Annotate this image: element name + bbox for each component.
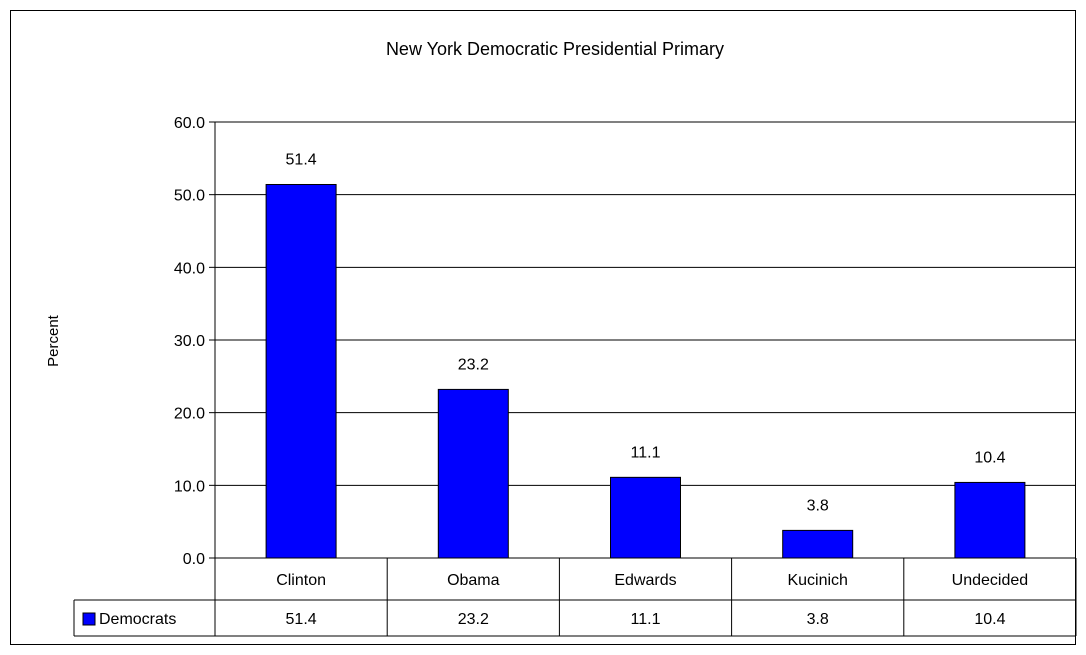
table-value: 51.4: [286, 611, 317, 628]
legend-key: [82, 612, 96, 626]
chart-title: New York Democratic Presidential Primary: [386, 39, 724, 59]
axes: [209, 121, 1076, 636]
gridlines: [215, 121, 1076, 486]
y-axis-label: Percent: [45, 314, 62, 367]
table-value: 3.8: [807, 611, 829, 628]
x-tick-label: Undecided: [952, 572, 1029, 589]
x-tick-label: Kucinich: [787, 572, 847, 589]
y-tick-label: 30.0: [174, 333, 205, 350]
data-labels: 51.4 23.2 11.1 3.8 10.4: [286, 151, 1006, 514]
y-tick-label: 10.0: [174, 478, 205, 495]
data-table: Clinton 51.4 Obama 23.2 Edwards 11.1 Kucinich 3…: [73, 558, 1077, 637]
bar-kucinich: [782, 529, 854, 559]
table-value: 23.2: [458, 611, 489, 628]
data-label: 3.8: [807, 497, 829, 514]
data-label: 11.1: [631, 444, 661, 461]
bar-edwards: [610, 476, 681, 559]
bar-undecided: [954, 481, 1026, 559]
chart-frame: [10, 10, 1076, 645]
bars: [265, 183, 1026, 559]
x-tick-label: Clinton: [276, 572, 326, 589]
y-tick-labels: 0.0 10.0 20.0 30.0 40.0 50.0 60.0: [174, 115, 205, 568]
table-value: 10.4: [974, 611, 1005, 628]
y-tick-label: 40.0: [174, 260, 205, 277]
x-tick-label: Obama: [447, 572, 500, 589]
y-tick-label: 50.0: [174, 188, 205, 205]
y-tick-label: 20.0: [174, 406, 205, 423]
x-tick-label: Edwards: [614, 572, 676, 589]
data-label: 51.4: [286, 151, 317, 168]
data-label: 23.2: [458, 356, 489, 373]
data-label: 10.4: [974, 449, 1005, 466]
table-value: 11.1: [631, 611, 661, 628]
legend-series-label: Democrats: [99, 611, 176, 628]
y-tick-label: 60.0: [174, 115, 205, 132]
y-tick-label: 0.0: [183, 551, 205, 568]
bar-obama: [437, 388, 509, 559]
bar-clinton: [265, 183, 337, 559]
